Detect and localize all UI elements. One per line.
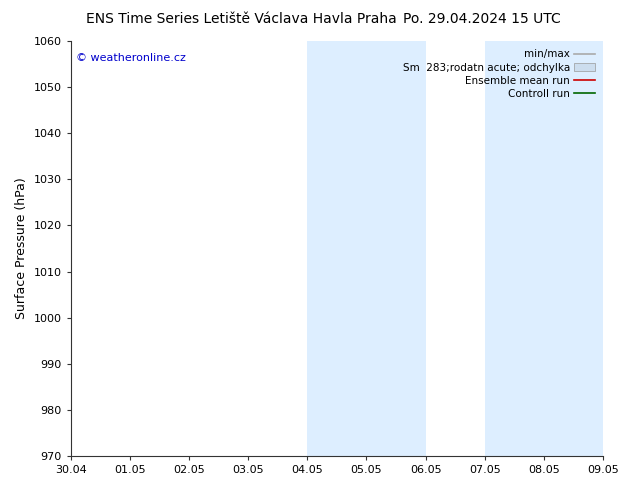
Text: Po. 29.04.2024 15 UTC: Po. 29.04.2024 15 UTC <box>403 12 560 26</box>
Legend: min/max, Sm  283;rodatn acute; odchylka, Ensemble mean run, Controll run: min/max, Sm 283;rodatn acute; odchylka, … <box>399 46 598 102</box>
Bar <box>307 41 425 456</box>
Y-axis label: Surface Pressure (hPa): Surface Pressure (hPa) <box>15 178 28 319</box>
Bar <box>485 41 603 456</box>
Text: © weatheronline.cz: © weatheronline.cz <box>76 53 186 64</box>
Text: ENS Time Series Letiště Václava Havla Praha: ENS Time Series Letiště Václava Havla Pr… <box>86 12 396 26</box>
